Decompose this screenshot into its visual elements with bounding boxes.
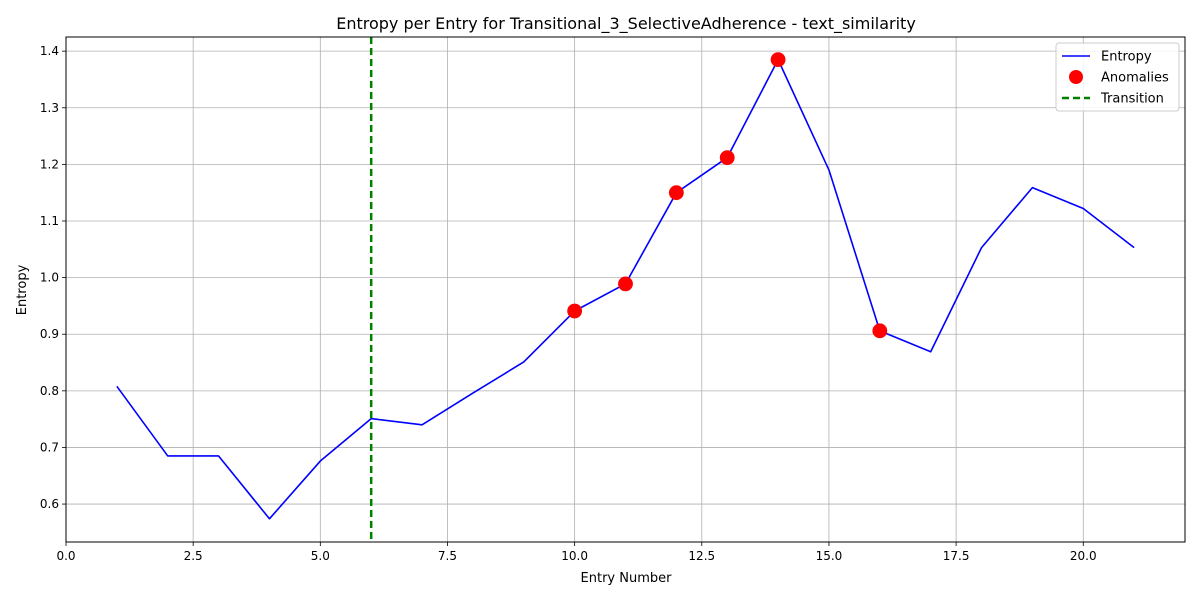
x-tick-label: 12.5	[688, 549, 715, 563]
anomaly-point	[719, 150, 735, 165]
x-tick-label: 2.5	[184, 549, 203, 563]
y-tick-label: 1.4	[40, 44, 59, 58]
y-tick-label: 0.9	[40, 327, 59, 341]
anomaly-point	[567, 303, 583, 319]
x-axis-label: Entry Number	[581, 571, 673, 586]
y-tick-label: 0.7	[40, 440, 59, 454]
x-tick-label: 5.0	[311, 549, 330, 563]
x-tick-label: 20.0	[1070, 549, 1097, 563]
anomaly-point	[618, 276, 633, 292]
y-tick-label: 1.3	[40, 101, 59, 115]
anomaly-point	[770, 52, 786, 68]
x-tick-label: 17.5	[943, 549, 970, 563]
y-axis-label: Entropy	[15, 264, 30, 315]
legend-label: Anomalies	[1101, 71, 1169, 86]
legend-label: Transition	[1100, 92, 1164, 107]
y-tick-label: 1.2	[40, 157, 59, 171]
series-layer	[116, 37, 1135, 542]
anomaly-point	[668, 185, 684, 201]
x-tick-label: 0.0	[56, 549, 75, 563]
legend-box	[1055, 42, 1180, 112]
x-tick-label: 10.0	[561, 549, 588, 563]
anomaly-point	[872, 323, 888, 339]
legend-anomalies-swatch	[1069, 70, 1083, 84]
y-tick-label: 1.1	[40, 214, 59, 228]
y-tick-label: 0.6	[40, 497, 59, 511]
plot-frame	[65, 36, 1186, 543]
x-tick-label: 7.5	[438, 549, 457, 563]
x-tick-label: 15.0	[816, 549, 843, 563]
legend-label: Entropy	[1101, 50, 1152, 65]
y-tick-label: 1.0	[40, 271, 59, 285]
y-axis-ticks: 0.6 0.7 0.8 0.9 1.0 1.1 1.2 1.3 1.4	[40, 44, 66, 511]
legend: Entropy Anomalies Transition	[1055, 42, 1180, 112]
chart-title: Entropy per Entry for Transitional_3_Sel…	[336, 14, 916, 34]
y-tick-label: 0.8	[40, 384, 59, 398]
x-axis-ticks: 0.0 2.5 5.0 7.5 10.0 12.5 15.0 17.5 20.0	[56, 542, 1097, 563]
